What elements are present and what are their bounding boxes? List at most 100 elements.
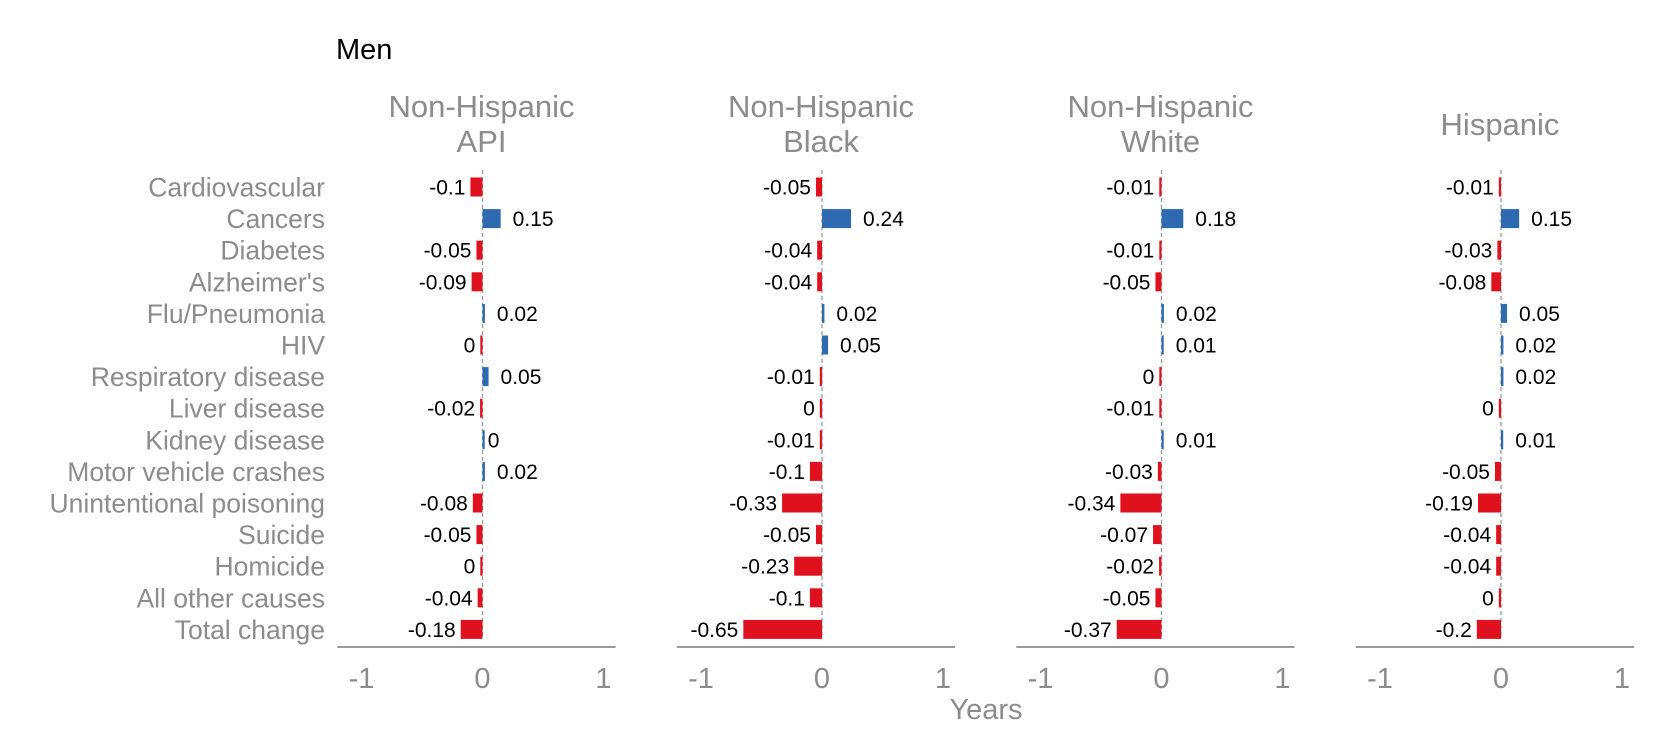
bar [817, 272, 822, 292]
category-label: Motor vehicle crashes [67, 457, 325, 487]
bar [482, 430, 485, 450]
x-tick-label: 0 [814, 663, 830, 695]
bar [1161, 303, 1164, 323]
data-label: 0.02 [1515, 366, 1556, 389]
chart-title: Men [336, 34, 392, 66]
data-label: -0.23 [741, 556, 789, 579]
category-label: Homicide [215, 552, 325, 582]
bar [1501, 335, 1504, 355]
bar [1159, 240, 1162, 260]
bar [482, 367, 489, 387]
bar [476, 525, 483, 545]
data-label: -0.1 [769, 587, 805, 610]
data-label: 0.18 [1195, 208, 1236, 231]
bar [1120, 493, 1162, 513]
data-label: -0.04 [764, 271, 812, 294]
data-label: 0 [1482, 587, 1494, 610]
bar [1476, 619, 1501, 639]
category-label: Respiratory disease [91, 362, 325, 392]
category-label: Diabetes [220, 236, 325, 266]
bar [1501, 303, 1508, 323]
data-label: -0.01 [767, 366, 815, 389]
data-label: 0.24 [863, 208, 904, 231]
data-label: 0.02 [1515, 335, 1556, 358]
bar [482, 209, 501, 229]
category-label: Kidney disease [145, 425, 325, 455]
bar [782, 493, 822, 513]
data-label: -0.1 [769, 461, 805, 484]
facet-title: Non-Hispanic API [388, 89, 574, 159]
category-label: Unintentional poisoning [49, 489, 325, 519]
data-label: -0.2 [1436, 619, 1472, 642]
x-tick-label: -1 [349, 663, 375, 695]
bar [472, 493, 483, 513]
data-label: -0.04 [1443, 556, 1491, 579]
category-label: Flu/Pneumonia [147, 299, 326, 329]
data-label: -0.01 [1106, 177, 1154, 200]
bar [1501, 430, 1504, 450]
category-label: Liver disease [169, 394, 325, 424]
bar [1501, 367, 1504, 387]
data-label: 0.02 [497, 461, 538, 484]
data-label: -0.01 [1446, 177, 1494, 200]
bar [480, 335, 483, 355]
category-label: HIV [281, 331, 326, 361]
data-label: -0.04 [764, 240, 812, 263]
data-label: -0.05 [1103, 587, 1151, 610]
data-label: 0.15 [1531, 208, 1572, 231]
x-tick-label: 0 [1493, 663, 1509, 695]
category-label: Cardiovascular [148, 173, 325, 203]
bar [1161, 430, 1164, 450]
data-label: -0.01 [1106, 398, 1154, 421]
data-label: -0.33 [729, 493, 777, 516]
bar [1496, 556, 1501, 576]
data-label: -0.08 [1438, 271, 1486, 294]
data-label: 0.02 [836, 303, 877, 326]
bar [1491, 272, 1501, 292]
bar [1501, 209, 1520, 229]
bar [1498, 398, 1501, 418]
bar [460, 619, 483, 639]
x-tick-label: 1 [1614, 663, 1630, 695]
data-label: -0.18 [408, 619, 456, 642]
bar [1161, 209, 1184, 229]
data-label: -0.05 [424, 524, 472, 547]
data-label: -0.05 [763, 177, 811, 200]
data-label: 0 [488, 429, 500, 452]
facet-panel: Non-Hispanic Black -0.05 0.24 -0.04 -0.04 0.02… [676, 89, 956, 695]
data-label: -0.34 [1067, 493, 1115, 516]
data-label: 0.05 [1519, 303, 1560, 326]
data-label: 0.05 [501, 366, 542, 389]
facets: Non-Hispanic API -0.1 0.15 -0.05 -0.09 0.02 0 0.… [337, 89, 1635, 695]
category-label: Cancers [226, 204, 325, 234]
x-tick-label: 0 [1153, 663, 1169, 695]
bar [1478, 493, 1501, 513]
data-label: 0.05 [840, 335, 881, 358]
data-label: -0.03 [1105, 461, 1153, 484]
category-label: All other causes [136, 583, 325, 613]
data-label: -0.01 [1106, 240, 1154, 263]
data-label: 0 [1143, 366, 1155, 389]
data-label: -0.02 [1106, 556, 1154, 579]
bar [480, 398, 483, 418]
bar [819, 367, 822, 387]
data-label: -0.65 [690, 619, 738, 642]
data-label: -0.05 [1103, 271, 1151, 294]
x-tick-label: -1 [1367, 663, 1393, 695]
data-label: -0.05 [424, 240, 472, 263]
bar [1161, 335, 1164, 355]
bar [815, 177, 822, 197]
bar [743, 619, 822, 639]
bar [1157, 461, 1162, 481]
data-label: -0.09 [419, 271, 467, 294]
x-tick-label: 1 [1274, 663, 1290, 695]
category-label: Alzheimer's [189, 267, 325, 297]
bar [482, 461, 485, 481]
data-label: -0.04 [425, 587, 473, 610]
bar [1159, 367, 1162, 387]
data-label: -0.05 [1442, 461, 1490, 484]
bar [794, 556, 822, 576]
bar [1496, 525, 1501, 545]
data-label: 0.01 [1176, 335, 1217, 358]
bar [822, 209, 852, 229]
